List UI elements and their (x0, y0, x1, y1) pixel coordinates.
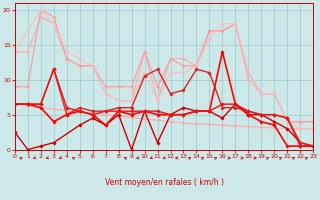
X-axis label: Vent moyen/en rafales ( km/h ): Vent moyen/en rafales ( km/h ) (105, 178, 224, 187)
